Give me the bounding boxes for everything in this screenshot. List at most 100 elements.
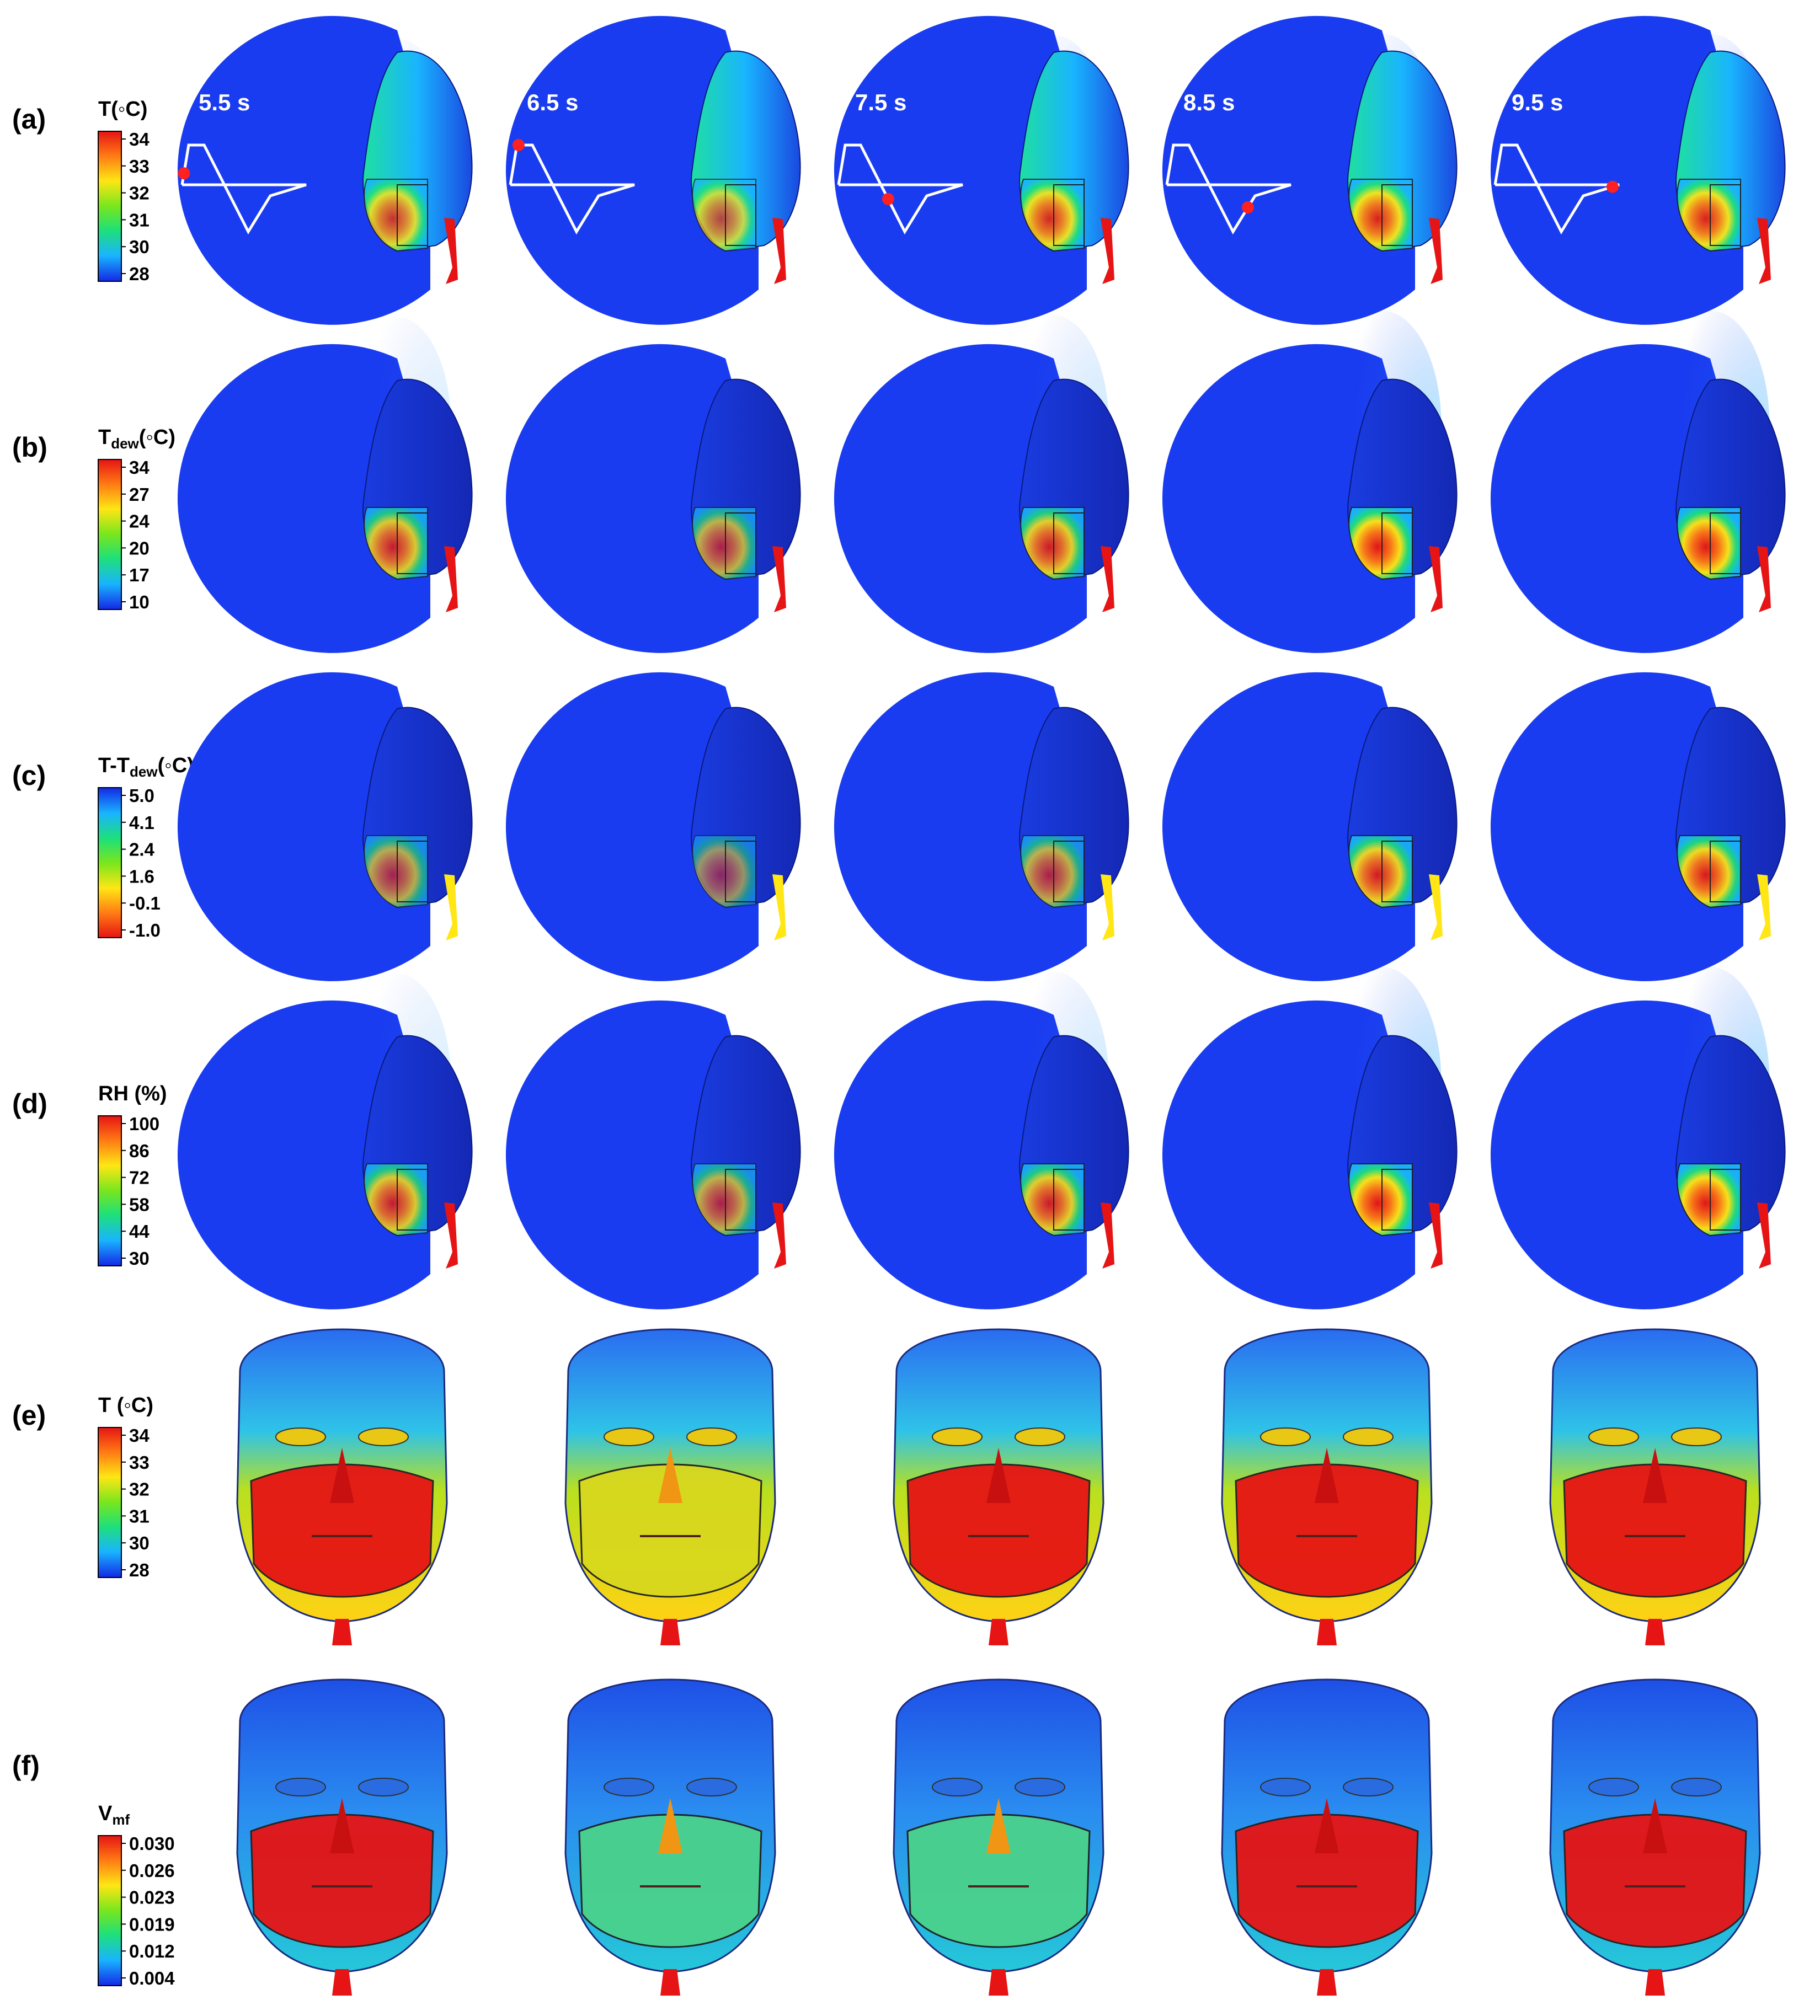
eye [932,1778,983,1796]
eye [686,1778,737,1796]
panel-c-4 [1162,672,1458,981]
panel-e-4 [1221,1328,1433,1645]
neck [772,546,786,612]
panel-b-5 [1490,311,1786,653]
neck [1757,546,1771,612]
breathing-phase-marker [512,139,525,151]
eye [686,1427,737,1446]
mask-region [1677,835,1741,908]
colorbar-tick-label: 4.1 [129,812,154,833]
row-c: (c) T-Tdew(◦C) 5.0 4.1 2.4 1.6 -0.1 -1.0 [12,672,1786,981]
breathing-cycle-curve [1165,143,1291,235]
mask-region [692,1163,756,1237]
nose [658,1798,682,1853]
neck [1429,874,1443,940]
breathing-cycle-curve [180,143,307,235]
colorbar-tick-label: 32 [129,1479,150,1500]
mask-outline [1710,512,1741,574]
panel-b-2 [505,344,801,653]
colorbar-tick-label: 32 [129,183,150,204]
mask-region [1020,1163,1085,1237]
eye [1015,1778,1065,1796]
neck [989,1619,1008,1645]
nose [330,1798,354,1853]
mask-outline [1053,184,1085,246]
figure-rows: (a) T(◦C) 34 33 32 31 30 28 5.5 s 6.5 s 7.5 s 8.5 s… [12,15,1786,1996]
colorbar-title: T(◦C) [98,98,147,121]
mask-front [250,1463,434,1598]
panel-d-1 [177,974,473,1309]
row-d: (d) RH (%) 100 86 72 58 44 30 [12,967,1786,1309]
neck [1645,1619,1665,1645]
neck [1429,1202,1443,1269]
colorbar-title: T-Tdew(◦C) [98,754,194,780]
colorbar-tick-label: 31 [129,1506,150,1526]
colorbar-tick-label: 34 [129,129,150,149]
colorbar-tick-label: 20 [129,538,150,558]
panel-a-1: 5.5 s [177,15,473,325]
mask-region [1348,507,1413,580]
mask-outline [725,1169,756,1231]
neck [444,546,458,612]
mask-front [906,1463,1091,1598]
colorbar-tick-label: 44 [129,1221,150,1242]
row-f: (f) Vmf 0.030 0.026 0.023 0.019 0.012 0.004 [12,1678,1761,1996]
nose [986,1798,1011,1853]
domain-section [177,672,430,981]
time-label: 6.5 s [527,89,578,115]
colorbar-tick-label: 5.0 [129,785,154,806]
colorbar-tick-label: 0.004 [129,1968,175,1988]
neck [1645,1969,1665,1996]
colorbar [98,1115,122,1266]
nose [1315,1448,1339,1503]
mask-front [1563,1463,1747,1598]
colorbar-title: Tdew(◦C) [98,426,175,452]
nose [1643,1448,1667,1503]
panel-e-2 [564,1328,776,1645]
time-label: 5.5 s [199,89,250,115]
colorbar [98,131,122,282]
neck [1101,546,1114,612]
eye [932,1427,983,1446]
mask-region [1348,1163,1413,1237]
panel-b-1 [177,317,473,653]
neck [444,1202,458,1269]
colorbar-tick-label: 72 [129,1168,150,1188]
mask-region [1348,179,1413,252]
nose [986,1448,1011,1503]
eye [1671,1427,1722,1446]
neck [444,218,458,284]
neck [1317,1969,1337,1996]
nose [658,1448,682,1503]
eye [604,1778,654,1796]
mask-front [578,1463,762,1598]
nose [1315,1798,1339,1853]
colorbar-tick-label: 33 [129,1452,150,1473]
colorbar-tick-label: -1.0 [129,920,161,940]
mask-outline [397,184,428,246]
mask-front [250,1814,434,1948]
mask-outline [725,184,756,246]
time-label: 7.5 s [855,89,906,115]
neck [1317,1619,1337,1645]
mask-front [906,1814,1091,1948]
panel-a-5: 9.5 s [1490,15,1786,325]
neck [660,1969,680,1996]
panel-d-4 [1162,967,1458,1309]
colorbar-tick-label: 0.030 [129,1833,175,1854]
domain-section [505,344,759,653]
mask-outline [1381,512,1413,574]
neck [1101,1202,1114,1269]
neck [1101,218,1114,284]
panel-d-3 [834,972,1129,1309]
breathing-phase-marker [1242,201,1255,214]
breathing-phase-marker [178,167,190,180]
colorbar-title: T (◦C) [98,1394,153,1417]
colorbar-tick-label: 10 [129,592,150,612]
neck [772,218,786,284]
row-label: (b) [12,432,47,463]
breathing-phase-marker [1606,180,1619,193]
colorbar-tick-label: 27 [129,484,150,505]
colorbar-tick-label: 0.023 [129,1887,175,1908]
